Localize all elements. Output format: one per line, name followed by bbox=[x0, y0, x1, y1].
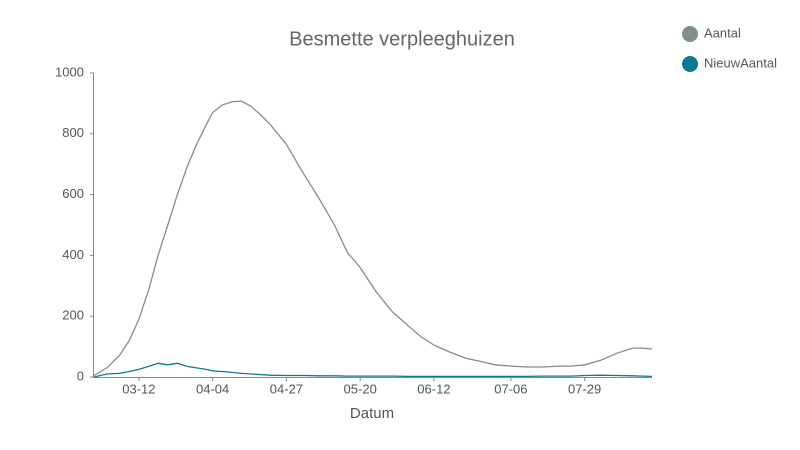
x-tick-label: 04-04 bbox=[196, 381, 229, 396]
y-tick-label: 800 bbox=[62, 125, 84, 140]
x-tick-label: 03-12 bbox=[122, 381, 155, 396]
legend-label: NieuwAantal bbox=[704, 55, 777, 70]
x-tick-label: 07-29 bbox=[568, 381, 601, 396]
x-axis-title: Datum bbox=[350, 405, 394, 422]
y-tick-label: 600 bbox=[62, 186, 84, 201]
legend-marker bbox=[682, 26, 698, 42]
y-tick-label: 200 bbox=[62, 308, 84, 323]
y-tick-label: 400 bbox=[62, 247, 84, 262]
x-tick-label: 07-06 bbox=[494, 381, 527, 396]
chart-title: Besmette verpleeghuizen bbox=[289, 28, 515, 50]
x-tick-label: 05-20 bbox=[344, 381, 377, 396]
y-tick-label: 0 bbox=[77, 368, 84, 383]
y-tick-label: 1000 bbox=[55, 64, 84, 79]
line bbox=[93, 100, 653, 377]
legend-label: Aantal bbox=[704, 25, 741, 40]
line bbox=[93, 362, 653, 378]
legend-marker bbox=[682, 56, 698, 72]
x-tick-label: 06-12 bbox=[417, 381, 450, 396]
x-tick-label: 04-27 bbox=[270, 381, 303, 396]
